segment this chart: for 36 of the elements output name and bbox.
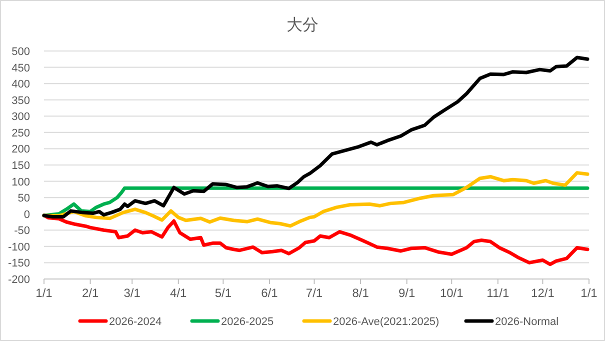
- x-tick-label: 9/1: [398, 286, 416, 300]
- x-tick-label: 1/1: [36, 286, 53, 300]
- x-tick-label: 12/1: [531, 286, 555, 300]
- legend-label: 2026-Normal: [495, 316, 559, 328]
- y-tick-label: 500: [12, 46, 30, 58]
- y-tick-label: 250: [12, 127, 30, 140]
- x-tick-label: 5/1: [214, 286, 232, 300]
- y-tick-label: 400: [12, 78, 30, 91]
- y-tick-label: 350: [12, 94, 30, 107]
- x-tick-label: 3/1: [124, 286, 141, 300]
- x-tick-label: 10/1: [440, 286, 464, 300]
- x-tick-label: 4/1: [170, 286, 188, 300]
- legend-label: 2026-2024: [109, 316, 162, 328]
- chart-title: 大分: [286, 16, 318, 34]
- x-tick-label: 11/1: [486, 286, 510, 300]
- y-tick-label: -150: [8, 258, 30, 270]
- legend-label: 2026-2025: [221, 316, 274, 328]
- x-tick-label: 6/1: [261, 286, 278, 300]
- y-tick-label: 100: [12, 176, 30, 188]
- y-tick-label: -100: [8, 241, 30, 254]
- y-tick-label: 300: [12, 111, 30, 124]
- y-tick-label: -200: [8, 274, 30, 286]
- y-tick-label: 450: [12, 62, 30, 74]
- line-series: [42, 214, 590, 266]
- y-tick-label: 50: [18, 192, 30, 205]
- y-tick-label: 0: [24, 208, 30, 221]
- y-tick-label: 150: [12, 160, 30, 172]
- y-tick-label: 200: [12, 144, 30, 156]
- legend-label: 2026-Ave(2021:2025): [333, 316, 440, 328]
- line-series: [42, 56, 590, 219]
- line-series: [42, 171, 590, 228]
- y-tick-label: -50: [14, 225, 30, 238]
- x-tick-label: 1/1: [580, 286, 598, 300]
- x-tick-label: 2/1: [82, 286, 99, 300]
- x-tick-label: 8/1: [352, 286, 370, 300]
- x-tick-label: 7/1: [306, 286, 323, 300]
